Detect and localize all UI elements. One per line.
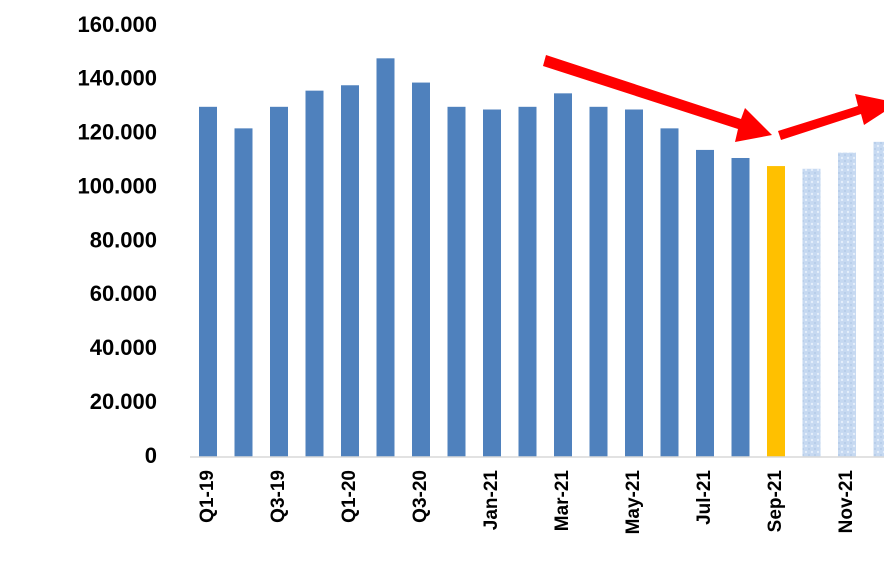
bar <box>767 166 785 457</box>
bar <box>554 93 572 457</box>
bar <box>660 128 679 458</box>
bar <box>270 106 288 457</box>
bar <box>376 58 395 457</box>
y-tick-label: 160.000 <box>77 12 157 37</box>
x-tick-label: Nov-21 <box>836 470 857 534</box>
x-tick-label: Q1-19 <box>197 470 218 523</box>
x-tick-label: Jul-21 <box>694 470 715 525</box>
x-tick-label: Q1-20 <box>339 470 360 523</box>
x-tick-label: Q3-19 <box>268 470 289 523</box>
x-tick-label: Mar-21 <box>552 470 573 532</box>
plot-area: 0 20.000 40.000 60.000 80.000 100.000 120.000 1… <box>77 12 884 535</box>
x-tick-label: Jan-21 <box>481 470 502 531</box>
x-tick-label: Sep-21 <box>765 470 786 533</box>
bar <box>838 152 856 457</box>
bar <box>447 106 466 457</box>
bar <box>625 109 643 457</box>
bar <box>731 157 750 457</box>
y-tick-label: 40.000 <box>90 335 157 360</box>
bar <box>305 90 324 458</box>
y-tick-label: 20.000 <box>90 389 157 414</box>
bar <box>518 106 537 457</box>
bar <box>234 128 253 458</box>
bar <box>696 149 714 457</box>
y-tick-label: 80.000 <box>90 227 157 252</box>
y-tick-label: 120.000 <box>77 120 157 145</box>
y-tick-label: 140.000 <box>77 66 157 91</box>
y-tick-label: 0 <box>145 443 157 468</box>
arrow-down <box>543 55 772 142</box>
bar <box>483 109 501 457</box>
bar <box>341 85 359 457</box>
bar <box>199 106 217 457</box>
bar <box>589 106 608 457</box>
bar <box>873 141 884 458</box>
y-tick-label: 60.000 <box>90 281 157 306</box>
arrow-up <box>778 94 884 140</box>
x-tick-label: May-21 <box>623 470 644 535</box>
y-tick-label: 100.000 <box>77 173 157 198</box>
bar <box>802 168 821 458</box>
bar <box>412 82 430 457</box>
x-tick-label: Q3-20 <box>410 470 431 523</box>
